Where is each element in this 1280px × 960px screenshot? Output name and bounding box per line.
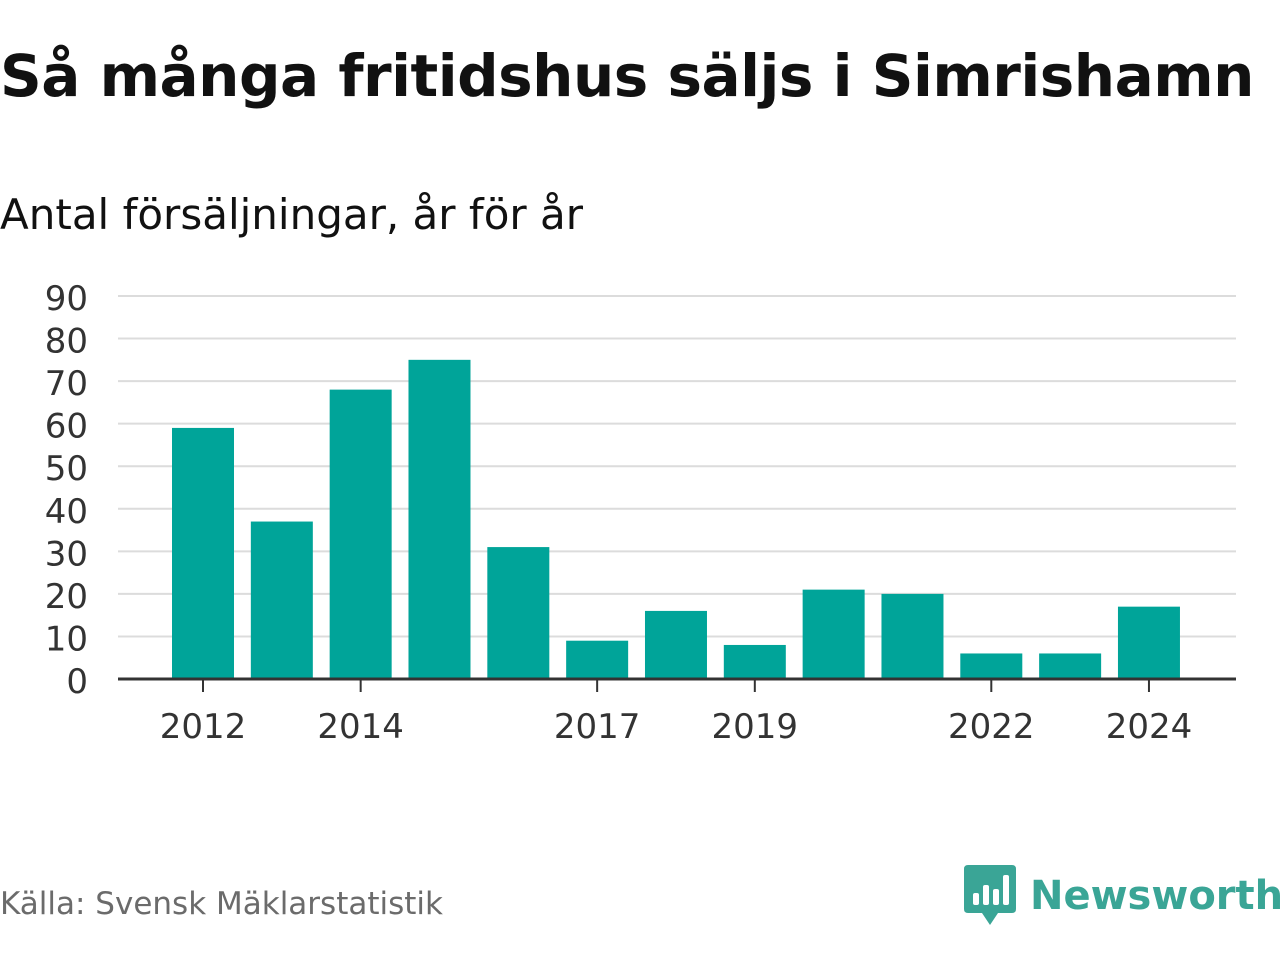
x-tick-label: 2012	[160, 707, 247, 747]
y-tick-label: 60	[45, 407, 88, 447]
x-tick-label: 2017	[554, 707, 641, 747]
newsworthy-logo-icon	[964, 865, 1016, 925]
y-tick-label: 40	[45, 492, 88, 532]
y-tick-label: 10	[45, 619, 88, 659]
brand-logo[interactable]: Newsworthy	[964, 864, 1280, 928]
x-tick-label: 2014	[317, 707, 404, 747]
bar	[250, 521, 313, 679]
x-tick-label: 2022	[948, 707, 1035, 747]
y-tick-label: 90	[45, 279, 88, 319]
bar	[960, 653, 1023, 679]
x-tick-label: 2019	[712, 707, 799, 747]
bar	[1117, 606, 1180, 679]
bar	[644, 610, 707, 679]
logo-bar-3	[993, 889, 999, 905]
x-tick-label: 2024	[1106, 707, 1193, 747]
brand-name: Newsworthy	[1030, 873, 1280, 919]
bar	[1039, 653, 1102, 679]
y-tick-label: 0	[66, 662, 88, 702]
bar	[566, 640, 629, 679]
logo-bar-2	[983, 885, 989, 905]
y-tick-label: 20	[45, 577, 88, 617]
gridlines	[118, 295, 1236, 638]
logo-bar-1	[973, 893, 979, 905]
chart-subtitle: Antal försäljningar, år för år	[0, 190, 584, 239]
x-axis-tick-labels: 2012 2014 2017 2019 2022 2024	[160, 707, 1192, 747]
y-tick-label: 80	[45, 322, 88, 362]
bar	[172, 427, 234, 679]
bar	[881, 593, 944, 679]
bars	[172, 359, 1180, 679]
y-tick-label: 50	[45, 449, 88, 489]
y-tick-label: 70	[45, 364, 88, 404]
bar	[802, 589, 865, 679]
chart-title: Så många fritidshus säljs i Simrishamn	[0, 42, 1254, 110]
logo-bar-4	[1003, 875, 1009, 905]
y-tick-label: 30	[45, 534, 88, 574]
source-note: Källa: Svensk Mäklarstatistik	[0, 886, 443, 922]
bar	[723, 644, 786, 679]
x-axis	[118, 677, 1236, 692]
bar	[329, 389, 392, 679]
bar	[487, 547, 550, 679]
bar	[408, 359, 471, 679]
